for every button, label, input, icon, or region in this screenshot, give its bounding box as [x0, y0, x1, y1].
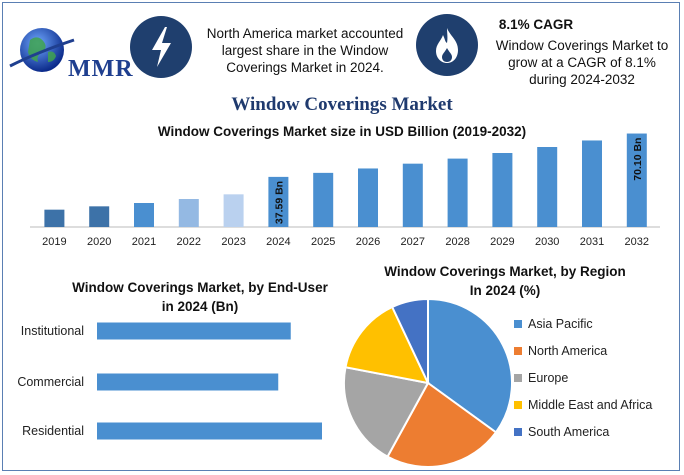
region-title-line1: Window Coverings Market, by Region	[384, 264, 626, 279]
bar-2020	[89, 206, 110, 227]
tick-label-2031: 2031	[580, 236, 604, 248]
data-label-2032: 70.10 Bn	[632, 138, 644, 181]
bar-institutional	[97, 322, 291, 340]
category-label-institutional: Institutional	[21, 324, 84, 338]
tick-label-2022: 2022	[177, 236, 201, 248]
bar-2025	[313, 172, 334, 227]
market-size-bar-chart: 2019 2020 2021 2022 2023 2024 37.59 Bn 2025 2026…	[30, 133, 660, 248]
tick-label-2032: 2032	[625, 236, 649, 248]
tick-label-2025: 2025	[311, 236, 335, 248]
end-user-title-line1: Window Coverings Market, by End-User	[72, 280, 328, 295]
legend-swatch	[514, 347, 522, 355]
slice-europe	[343, 366, 430, 458]
info-left-text: North America market accounted largest s…	[206, 26, 404, 75]
globe-icon	[9, 28, 75, 72]
market-size-chart-title: Window Coverings Market size in USD Bill…	[157, 124, 527, 139]
bar-2032	[626, 133, 647, 227]
bar-2030	[537, 147, 558, 227]
legend-item-south-america: South America	[514, 425, 609, 439]
tick-label-2023: 2023	[221, 236, 245, 248]
bar-2031	[582, 140, 602, 227]
end-user-title-line2: in 2024 (Bn)	[161, 299, 239, 314]
region-chart-title: Window Coverings Market, by Region In 20…	[350, 262, 660, 300]
tick-label-2021: 2021	[132, 236, 156, 248]
bar-2027	[402, 163, 423, 227]
legend-item-asia-pacific: Asia Pacific	[514, 317, 593, 331]
legend-swatch	[514, 401, 522, 409]
data-label-2024: 37.59 Bn	[273, 181, 285, 224]
flame-icon	[416, 14, 478, 76]
brand-name: MMR	[68, 56, 134, 82]
main-title: Window Coverings Market	[231, 94, 453, 115]
bar-2021	[134, 203, 154, 227]
slice-asia-pacific	[427, 297, 513, 434]
tick-label-2030: 2030	[535, 236, 559, 248]
slice-middle-east-and-africa	[344, 305, 430, 385]
category-label-residential: Residential	[22, 424, 84, 438]
infographic-frame	[2, 2, 680, 471]
tick-label-2029: 2029	[490, 236, 514, 248]
category-label-commercial: Commercial	[17, 375, 84, 389]
bar-2022	[178, 199, 199, 227]
tick-label-2020: 2020	[87, 236, 111, 248]
bar-2026	[358, 168, 378, 227]
legend-swatch	[514, 428, 522, 436]
legend-item-middle-east-and-africa: Middle East and Africa	[514, 398, 652, 412]
bar-2024	[268, 176, 289, 227]
legend-swatch	[514, 320, 522, 328]
tick-label-2024: 2024	[266, 236, 290, 248]
legend-item-north-america: North America	[514, 344, 607, 358]
lightning-bolt-icon	[130, 16, 192, 78]
brand-logo: MMR	[8, 22, 133, 82]
tick-label-2028: 2028	[445, 236, 469, 248]
legend-label: Middle East and Africa	[528, 398, 653, 412]
bar-residential	[97, 422, 322, 440]
tick-label-2026: 2026	[356, 236, 380, 248]
slice-south-america	[390, 297, 429, 384]
bar-2029	[492, 153, 513, 227]
bar-2028	[447, 158, 468, 227]
bar-2023	[223, 194, 244, 227]
tick-label-2027: 2027	[401, 236, 425, 248]
legend-label: Europe	[528, 371, 569, 385]
end-user-chart-title: Window Coverings Market, by End-User in …	[40, 278, 360, 316]
slice-north-america	[386, 381, 498, 468]
legend-swatch	[514, 374, 522, 382]
bar-2019	[44, 209, 65, 227]
legend-label: North America	[528, 344, 608, 358]
legend-item-europe: Europe	[514, 371, 568, 385]
cagr-headline: 8.1% CAGR	[498, 17, 574, 32]
legend-label: South America	[528, 425, 610, 439]
bar-commercial	[97, 373, 279, 391]
tick-label-2019: 2019	[42, 236, 66, 248]
region-title-line2: In 2024 (%)	[469, 283, 541, 298]
info-right-text: Window Coverings Market to grow at a CAG…	[495, 38, 669, 87]
legend-label: Asia Pacific	[528, 317, 593, 331]
